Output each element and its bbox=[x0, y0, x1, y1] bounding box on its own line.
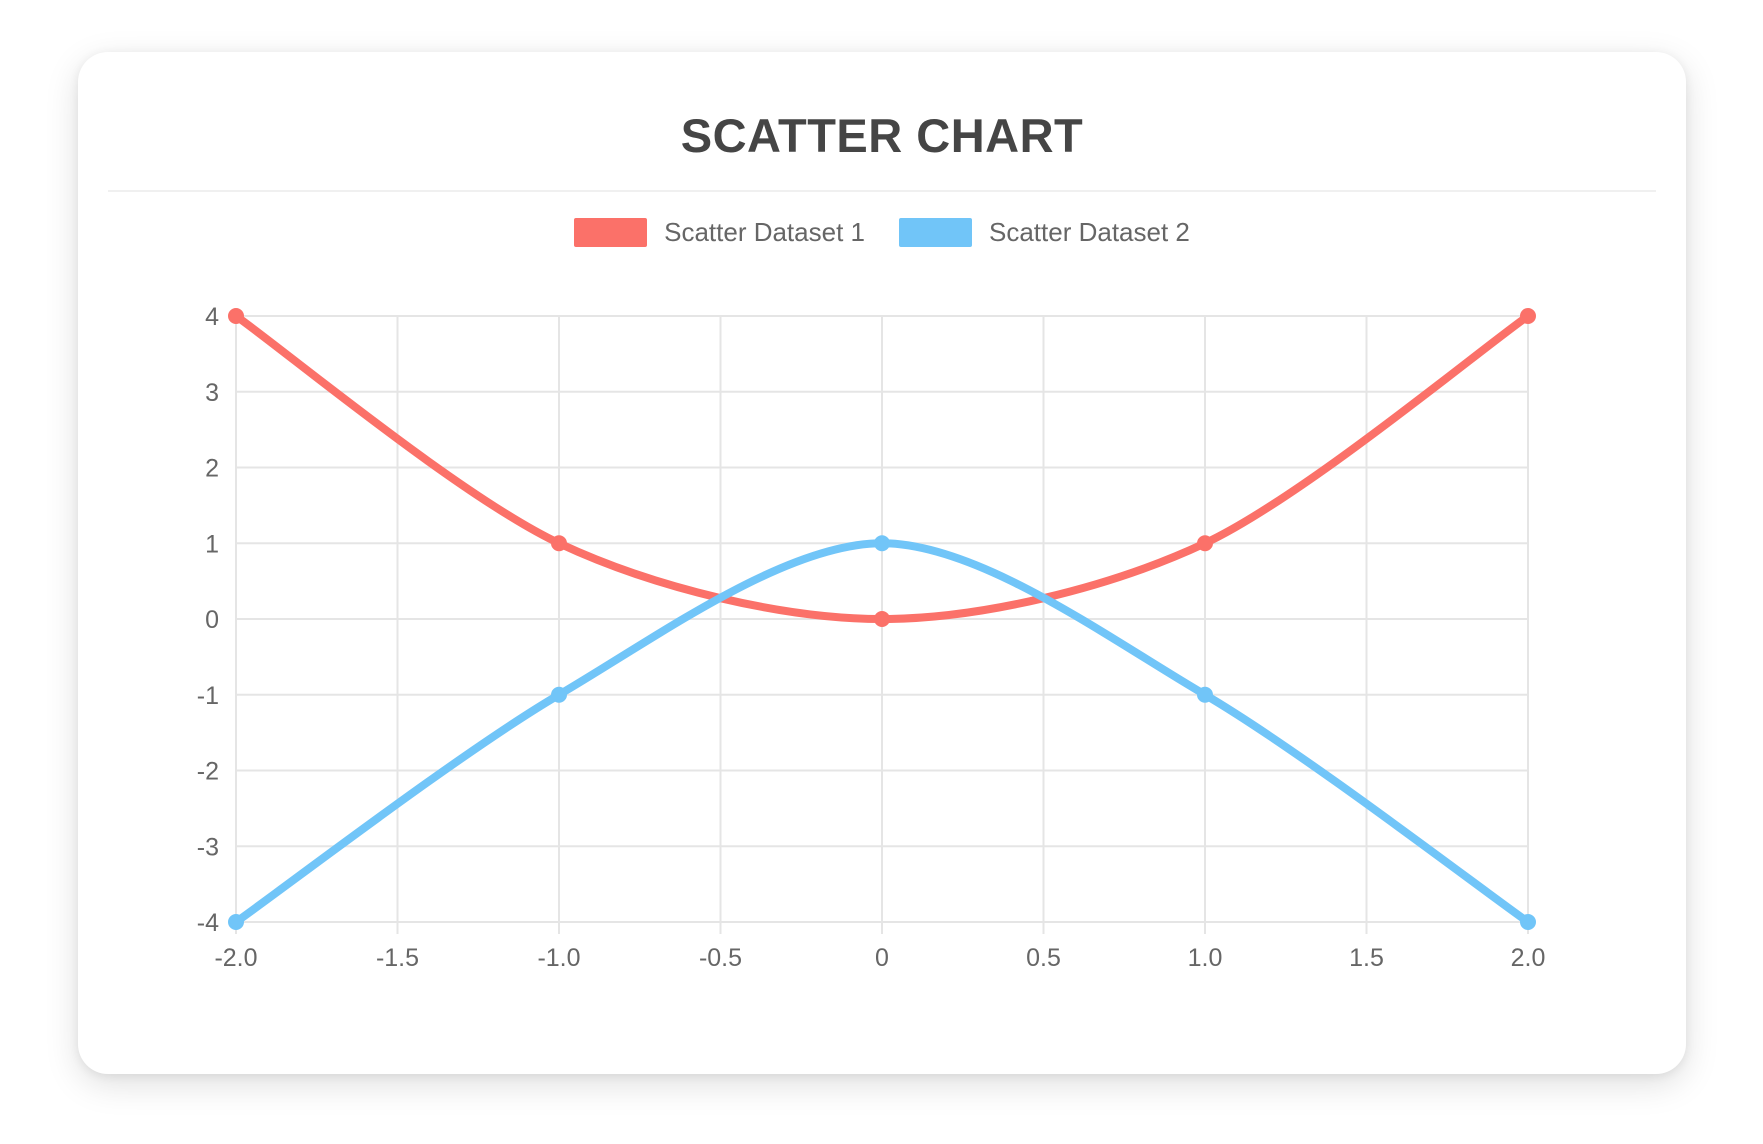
series-2[interactable] bbox=[228, 535, 1536, 930]
y-tick-label: -3 bbox=[197, 833, 219, 861]
data-point[interactable] bbox=[1197, 686, 1213, 703]
data-point[interactable] bbox=[1197, 535, 1213, 552]
data-point[interactable] bbox=[1520, 308, 1536, 324]
x-tick-label: -0.5 bbox=[699, 944, 742, 972]
x-tick-label: -2.0 bbox=[214, 944, 257, 972]
scatter-chart-svg[interactable]: 4 3 2 1 0 -1 -2 -3 -4 -2.0 -1.5 -1.0 -0.5 0 0.5 1.0 1.5 2… bbox=[78, 210, 1686, 1074]
y-tick-label: 0 bbox=[205, 606, 219, 634]
page-title: SCATTER CHART bbox=[680, 109, 1084, 162]
y-tick-label: 4 bbox=[205, 303, 219, 331]
data-point[interactable] bbox=[874, 611, 890, 627]
legend-item-1[interactable]: Scatter Dataset 1 bbox=[574, 217, 865, 248]
y-tick-label: -1 bbox=[197, 682, 219, 710]
legend-item-label: Scatter Dataset 1 bbox=[664, 217, 865, 247]
x-tick-label: -1.5 bbox=[376, 944, 419, 972]
data-point[interactable] bbox=[551, 535, 567, 552]
axis-ticks bbox=[235, 922, 1529, 934]
x-tick-label: 1.5 bbox=[1349, 944, 1384, 972]
x-tick-label: 0 bbox=[875, 944, 889, 972]
x-tick-label: 0.5 bbox=[1026, 944, 1061, 972]
y-tick-label: 3 bbox=[205, 379, 219, 407]
data-point[interactable] bbox=[228, 308, 244, 324]
y-axis-tick-labels: 4 3 2 1 0 -1 -2 -3 -4 bbox=[197, 303, 219, 937]
series-1[interactable] bbox=[228, 308, 1536, 627]
x-tick-label: 2.0 bbox=[1511, 944, 1546, 972]
legend-swatch-icon bbox=[574, 218, 648, 247]
x-tick-label: 1.0 bbox=[1188, 944, 1223, 972]
y-tick-label: 2 bbox=[205, 455, 219, 483]
data-point[interactable] bbox=[551, 686, 567, 703]
legend-item-2[interactable]: Scatter Dataset 2 bbox=[899, 217, 1190, 248]
y-tick-label: -2 bbox=[197, 758, 219, 786]
chart-card: SCATTER CHART Scatter Dataset 1 Scatter D… bbox=[78, 52, 1686, 1074]
plot-area: 4 3 2 1 0 -1 -2 -3 -4 -2.0 -1.5 -1.0 -0.5 0 0.5 1.0 1.5 2… bbox=[78, 210, 1686, 1074]
legend-swatch-icon bbox=[899, 218, 972, 247]
x-tick-label: -1.0 bbox=[537, 944, 580, 972]
data-point[interactable] bbox=[1520, 914, 1536, 930]
x-axis-tick-labels: -2.0 -1.5 -1.0 -0.5 0 0.5 1.0 1.5 2.0 bbox=[214, 944, 1545, 972]
data-point[interactable] bbox=[228, 914, 244, 930]
title-divider bbox=[108, 190, 1656, 192]
chart-legend: Scatter Dataset 1 Scatter Dataset 2 bbox=[78, 217, 1686, 248]
y-tick-label: 1 bbox=[205, 530, 219, 558]
legend-item-label: Scatter Dataset 2 bbox=[989, 217, 1190, 247]
data-point[interactable] bbox=[874, 535, 890, 552]
y-tick-label: -4 bbox=[197, 909, 219, 937]
